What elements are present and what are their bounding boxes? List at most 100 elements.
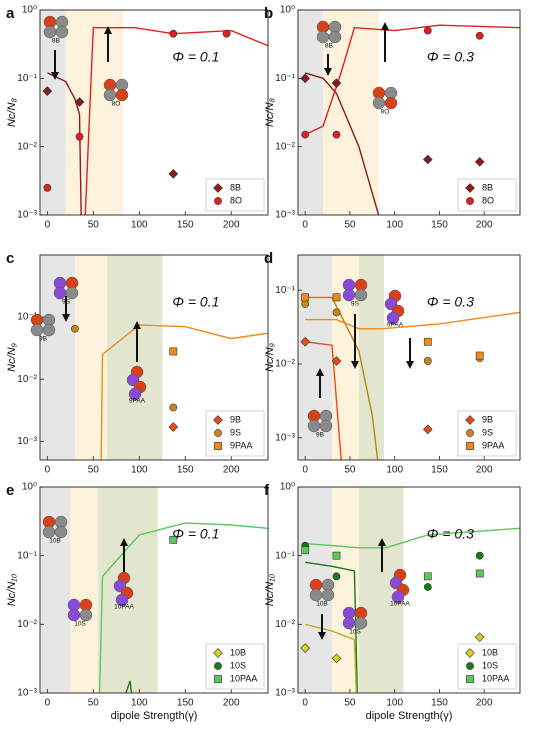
data-point xyxy=(475,31,484,40)
legend-marker xyxy=(213,648,223,658)
panel: 0 50 100 150 200 10⁻³ 10⁻² 10⁻¹ c Nc/N₉ Φ = 0.1 9B 9… xyxy=(6,250,269,476)
atom xyxy=(115,88,129,102)
data-point xyxy=(332,308,341,317)
molecule-label: 8O xyxy=(381,109,390,116)
legend-marker xyxy=(466,442,474,450)
phi-annotation: Φ = 0.3 xyxy=(427,294,474,310)
molecule-icon xyxy=(113,571,134,607)
data-point xyxy=(301,293,310,302)
x-tick-label: 100 xyxy=(131,698,148,709)
x-tick-label: 200 xyxy=(476,465,493,476)
model-line xyxy=(304,24,520,136)
y-tick-label: 10⁻³ xyxy=(275,432,295,443)
legend-marker xyxy=(214,429,222,437)
shaded-region xyxy=(298,10,324,215)
molecule-label: 9PAA xyxy=(387,322,404,329)
model-line xyxy=(305,341,342,460)
data-point xyxy=(169,535,178,544)
legend-marker xyxy=(466,429,474,437)
molecule-icon xyxy=(384,289,405,325)
y-tick-label: 10⁻³ xyxy=(275,688,295,699)
data-point xyxy=(423,572,432,581)
atom xyxy=(54,525,68,539)
x-tick-label: 150 xyxy=(177,220,194,231)
legend-marker xyxy=(214,442,222,450)
legend-label: 9PAA xyxy=(230,440,252,450)
data-point xyxy=(331,78,342,88)
model-line xyxy=(125,680,133,693)
x-tick-label: 100 xyxy=(386,698,403,709)
y-tick-label: 10⁻³ xyxy=(17,436,37,447)
molecule-label: 10B xyxy=(316,601,328,608)
x-tick-label: 50 xyxy=(88,220,100,231)
atom xyxy=(321,588,335,602)
panel-label: b xyxy=(264,5,273,22)
panel-label: c xyxy=(6,250,14,267)
shaded-region xyxy=(65,10,123,215)
y-tick-label: 10⁰ xyxy=(280,482,295,493)
atom xyxy=(354,288,368,302)
y-tick-label: 10⁻² xyxy=(17,141,37,152)
legend-label: 9B xyxy=(482,414,493,424)
molecule-label: 10S xyxy=(74,621,86,628)
atom xyxy=(42,323,56,337)
atom xyxy=(316,30,330,44)
panel-label: e xyxy=(6,482,14,499)
data-point xyxy=(332,572,341,581)
molecule-icon xyxy=(103,78,129,102)
model-line xyxy=(305,527,520,549)
atom xyxy=(30,323,44,337)
plot-frame xyxy=(39,486,269,694)
legend-marker xyxy=(214,197,222,205)
panel-label: f xyxy=(264,482,270,499)
plot-frame xyxy=(297,486,521,694)
atom xyxy=(42,525,56,539)
legend-marker xyxy=(213,415,223,425)
model-line xyxy=(98,522,268,693)
atom xyxy=(386,311,400,325)
data-point xyxy=(474,632,485,643)
atom xyxy=(128,387,142,401)
x-tick-label: 150 xyxy=(431,220,448,231)
y-axis-title: Nc/N₈ xyxy=(264,98,276,127)
molecule-icon xyxy=(309,578,335,602)
legend-label: 8O xyxy=(230,195,242,205)
y-tick-label: 10⁻¹ xyxy=(17,73,37,84)
legend-label: 10PAA xyxy=(230,673,257,683)
molecule-label: 9B xyxy=(316,432,324,439)
x-tick-label: 50 xyxy=(344,465,356,476)
data-point xyxy=(168,169,179,179)
legend-marker xyxy=(466,675,474,683)
x-tick-label: 150 xyxy=(431,465,448,476)
atom xyxy=(309,588,323,602)
molecule-icon xyxy=(43,15,69,39)
panel: 0 50 100 150 200 10⁻³ 10⁻² 10⁻¹ d Nc/N₉ Φ = 0.3 9B 9… xyxy=(264,250,521,476)
molecule-icon xyxy=(53,276,79,300)
data-point xyxy=(42,86,53,96)
legend-label: 8B xyxy=(482,182,493,192)
phi-annotation: Φ = 0.3 xyxy=(427,526,474,542)
molecule-label: 8O xyxy=(112,101,121,108)
x-tick-label: 150 xyxy=(177,698,194,709)
data-point xyxy=(474,157,485,167)
molecule-icon xyxy=(67,598,93,622)
molecule-label: 8B xyxy=(325,43,333,50)
data-point xyxy=(332,293,341,302)
molecule-icon xyxy=(372,86,398,110)
data-point xyxy=(331,356,342,366)
atom xyxy=(342,616,356,630)
x-tick-label: 200 xyxy=(223,220,240,231)
y-tick-label: 10⁻¹ xyxy=(17,550,37,561)
data-point xyxy=(301,546,310,555)
molecule-icon xyxy=(316,20,342,44)
data-point xyxy=(74,97,85,107)
y-axis-title: Nc/N₁₀ xyxy=(264,573,276,606)
legend-marker xyxy=(213,183,223,193)
x-tick-label: 100 xyxy=(131,220,148,231)
data-point xyxy=(475,351,484,360)
data-point xyxy=(423,583,432,591)
x-tick-label: 50 xyxy=(88,465,100,476)
y-tick-label: 10⁻¹ xyxy=(17,312,37,323)
y-tick-label: 10⁻² xyxy=(17,374,37,385)
